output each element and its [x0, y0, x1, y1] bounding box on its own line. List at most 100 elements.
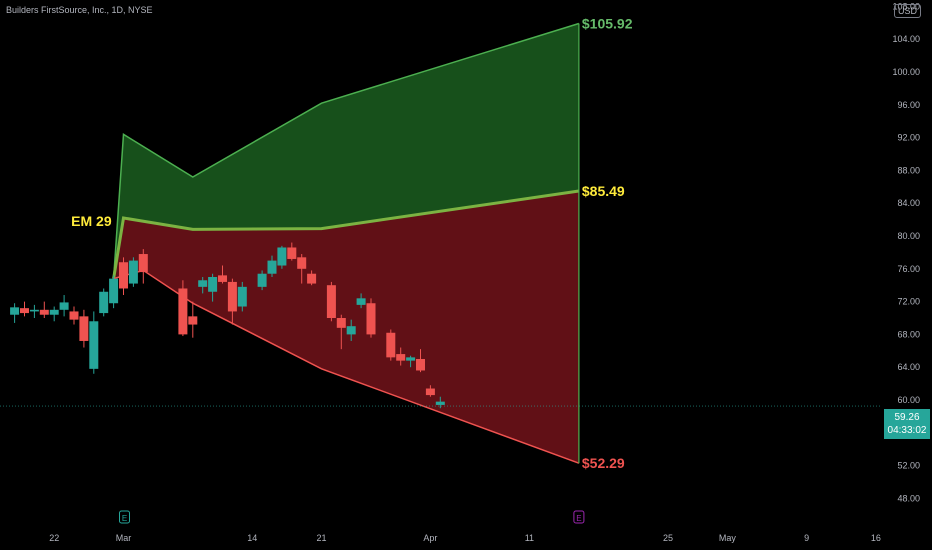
candle-body: [386, 332, 396, 358]
lower-band-fill: [113, 191, 579, 464]
candle: [198, 277, 208, 294]
candle: [178, 280, 188, 337]
candle: [20, 301, 29, 317]
candle: [346, 319, 356, 341]
price-axis-tick: 60.00: [897, 395, 920, 405]
last-price-tag: 59.26 04:33:02: [884, 409, 930, 439]
candle: [188, 301, 198, 338]
candle: [287, 242, 297, 261]
candle-body: [138, 254, 148, 273]
candle: [425, 385, 435, 397]
candle-body: [109, 278, 119, 304]
candle: [356, 293, 366, 309]
time-axis-tick: 14: [247, 533, 257, 543]
candle: [435, 396, 445, 409]
candle-body: [435, 401, 445, 405]
candle: [59, 295, 69, 317]
time-axis-tick: 21: [316, 533, 326, 543]
candle-body: [10, 307, 20, 315]
time-axis-tick: Apr: [423, 533, 437, 543]
price-axis-tick: 92.00: [897, 133, 920, 143]
candle-body: [49, 309, 59, 315]
time-axis-tick: 16: [871, 533, 881, 543]
candle-body: [396, 354, 406, 361]
candle-body: [29, 309, 39, 312]
candle: [208, 273, 218, 302]
candle: [386, 329, 396, 361]
candle-body: [356, 298, 366, 305]
price-axis-tick: 104.00: [892, 34, 920, 44]
candle: [69, 306, 79, 325]
candle-body: [119, 262, 128, 289]
candle-body: [20, 308, 29, 314]
price-axis-tick: 72.00: [897, 297, 920, 307]
upper-band-line: [112, 22, 580, 279]
candle: [227, 278, 237, 325]
candle-body: [336, 318, 346, 328]
candle-body: [366, 303, 376, 335]
candle: [406, 355, 416, 368]
candle: [416, 349, 425, 373]
mid-band-label: $85.49: [582, 183, 625, 199]
candle: [396, 347, 406, 366]
candle-body: [128, 260, 138, 284]
candle: [109, 275, 119, 309]
price-axis-tick: 52.00: [897, 461, 920, 471]
candle-body: [406, 357, 416, 361]
upper-band-label: $105.92: [582, 15, 633, 31]
candle-body: [346, 326, 356, 335]
event-badge-frame: [573, 510, 585, 524]
price-axis-tick: 84.00: [897, 198, 920, 208]
candle: [257, 270, 267, 291]
candle-body: [307, 273, 317, 284]
candle-body: [218, 275, 227, 282]
candle-body: [208, 277, 218, 292]
candle: [10, 303, 20, 323]
candle: [307, 270, 317, 286]
band-labels: $105.92 $85.49 $52.29 EM 29: [71, 15, 633, 471]
chart-title: Builders FirstSource, Inc., 1D, NYSE: [6, 5, 153, 15]
candle: [89, 311, 99, 374]
price-axis-tick: 108.00: [892, 1, 920, 11]
price-candles: [10, 242, 445, 409]
candle-body: [287, 247, 297, 259]
time-axis[interactable]: 22 Mar 14 21 Apr 11 25 May 9 16: [49, 533, 881, 543]
price-axis-tick: 64.00: [897, 362, 920, 372]
event-badge-frame: [119, 510, 130, 524]
candle-body: [277, 247, 287, 266]
time-axis-tick: 22: [49, 533, 59, 543]
candle: [326, 281, 336, 322]
currency-button[interactable]: USD: [894, 4, 922, 18]
candle: [29, 304, 39, 318]
candle-body: [227, 281, 237, 312]
candle-body: [188, 316, 198, 325]
price-axis-tick: 68.00: [897, 329, 920, 339]
candle-body: [79, 316, 89, 341]
candle-body: [69, 311, 79, 320]
price-axis-tick: 48.00: [897, 493, 920, 503]
candle-body: [178, 288, 188, 335]
lower-band-label: $52.29: [582, 455, 625, 471]
candle: [366, 298, 376, 338]
last-price-value: 59.26: [894, 412, 920, 423]
candle: [49, 306, 59, 322]
candle-body: [425, 388, 435, 396]
earnings-event-badge: E: [119, 510, 130, 524]
candle: [277, 245, 287, 269]
price-axis-tick: 76.00: [897, 264, 920, 274]
time-axis-tick: 25: [663, 533, 673, 543]
candle-body: [59, 302, 69, 310]
candle-body: [267, 260, 277, 274]
candle-body: [297, 257, 307, 269]
candle-body: [99, 291, 109, 314]
candle-body: [39, 309, 49, 315]
candle: [297, 254, 307, 284]
event-badge-letter: E: [576, 514, 581, 523]
time-axis-tick: May: [719, 533, 737, 543]
candle: [128, 257, 138, 287]
candle: [79, 309, 89, 348]
em-label: EM 29: [71, 213, 112, 229]
event-badge-letter: E: [122, 514, 127, 523]
